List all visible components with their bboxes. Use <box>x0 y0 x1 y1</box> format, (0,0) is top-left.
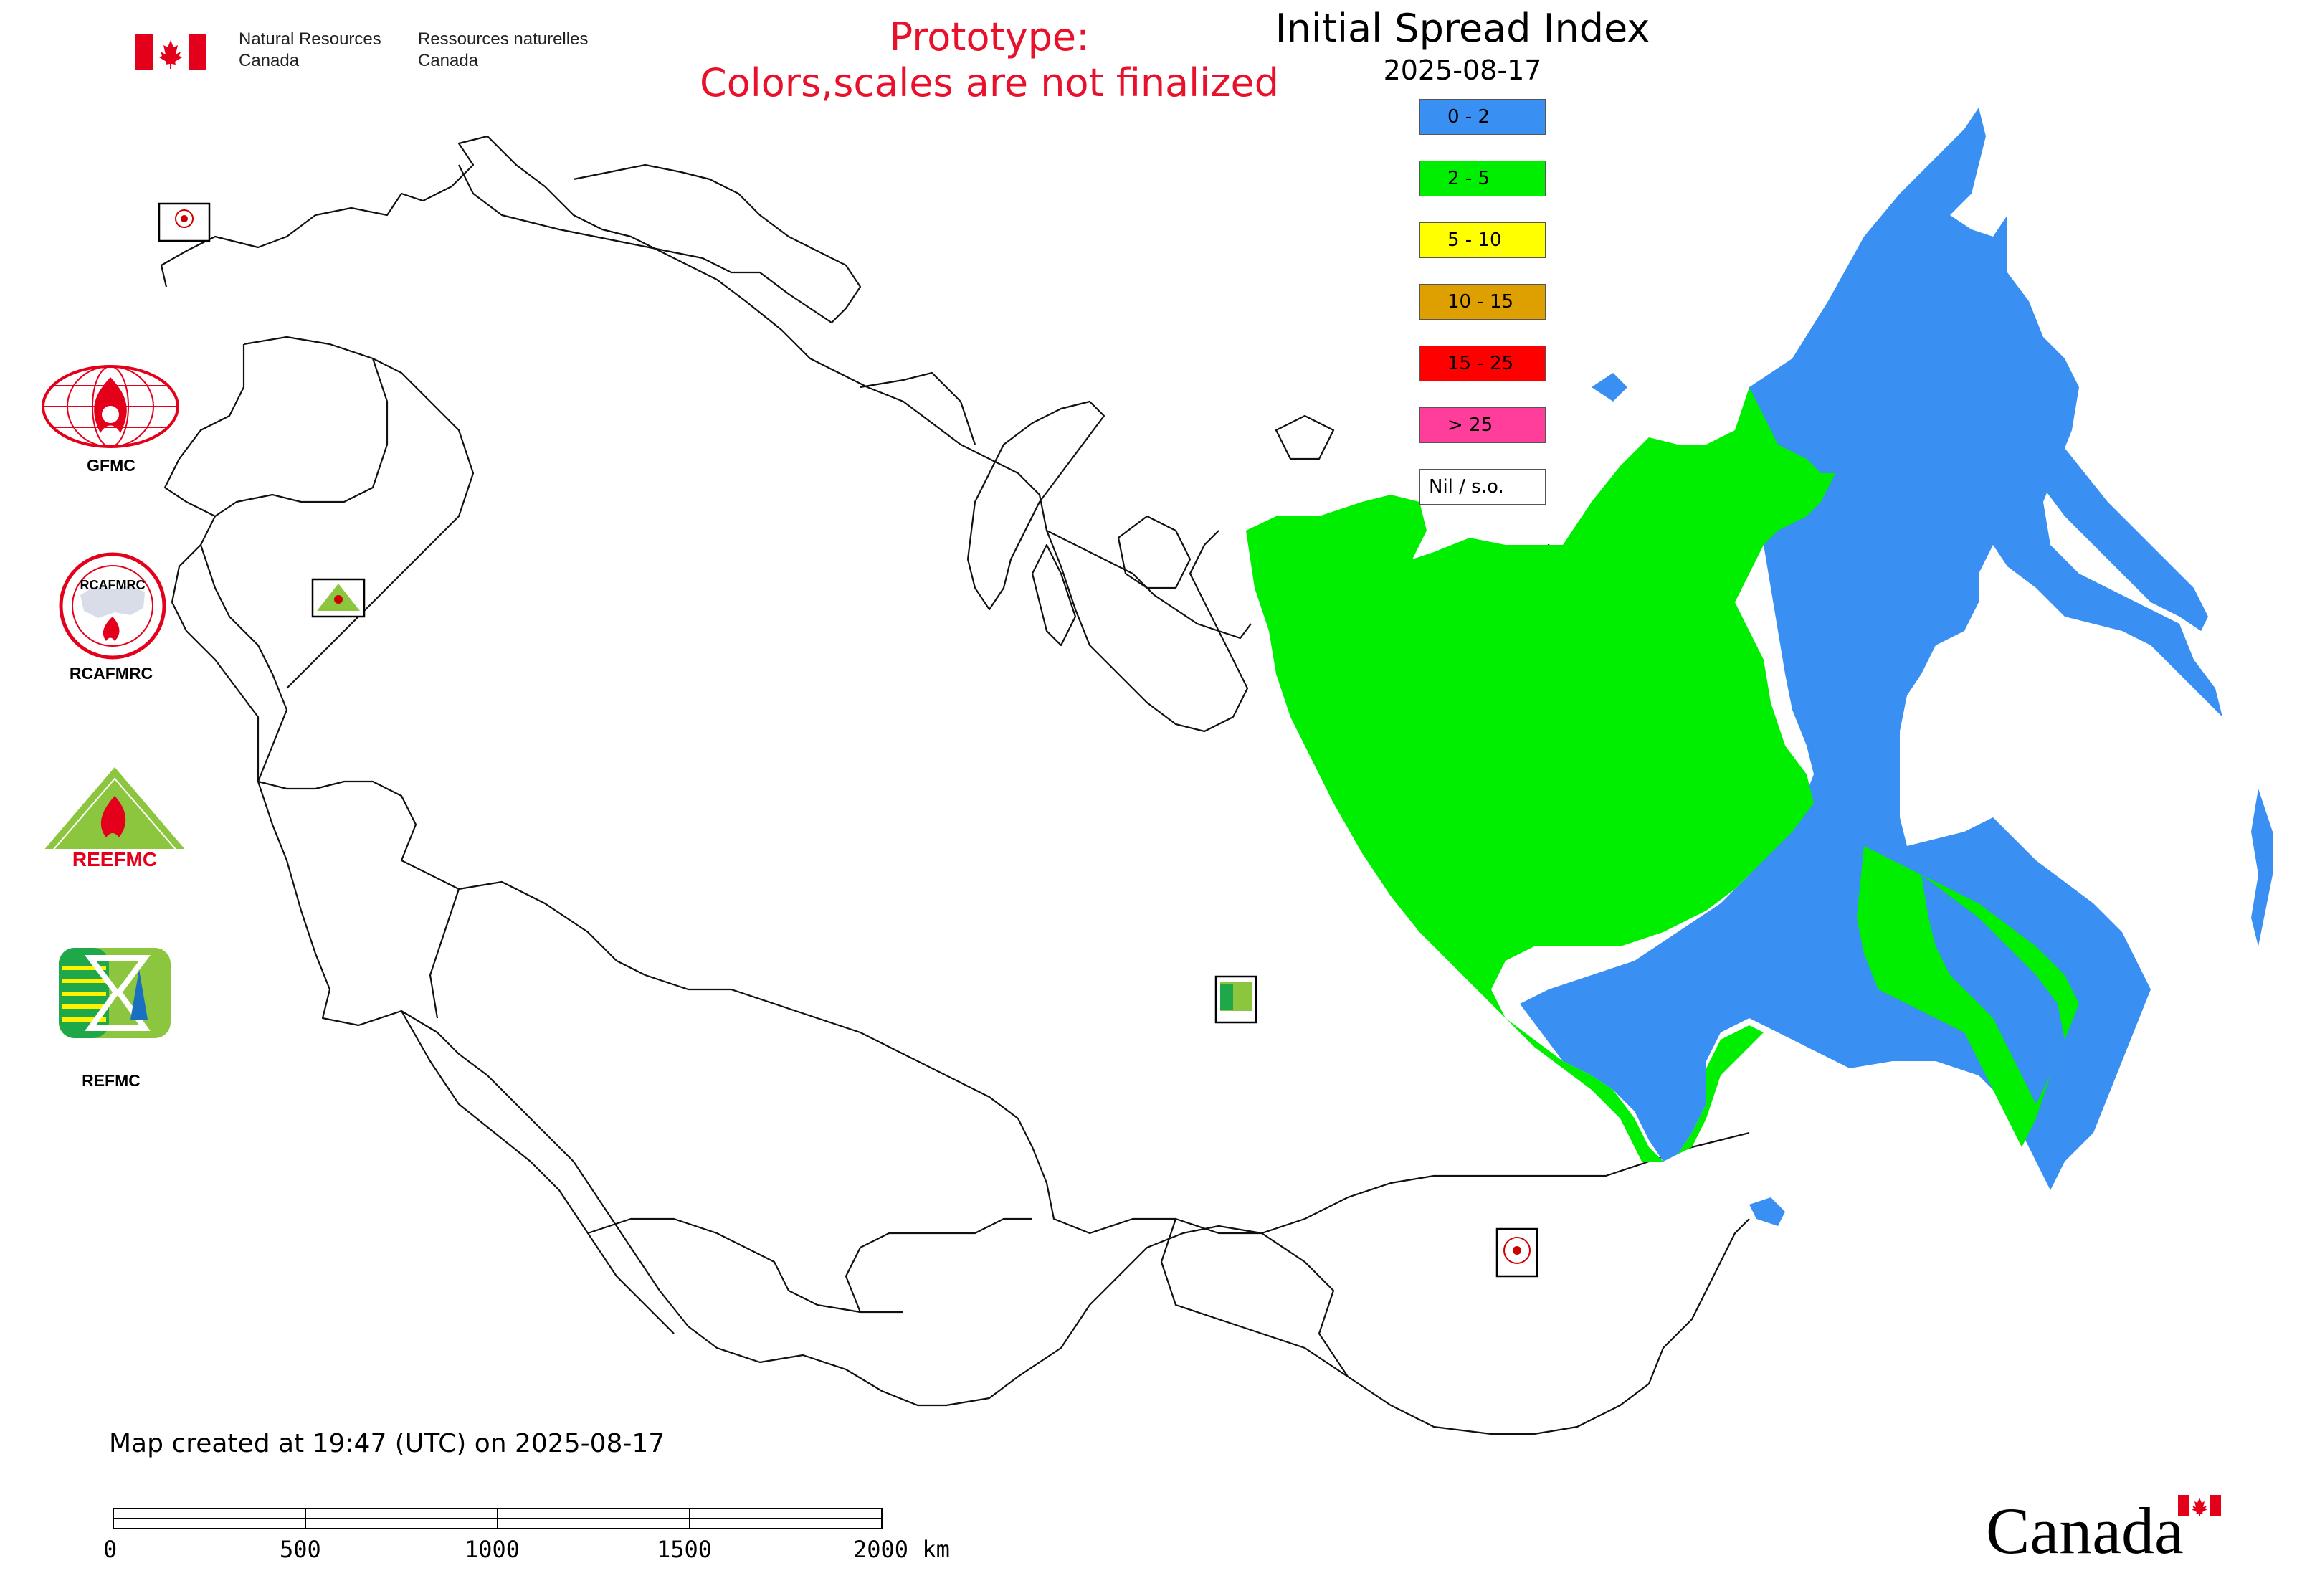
map-marker-refmc <box>1214 975 1257 1024</box>
isi-region-blue-east <box>1921 875 2065 1104</box>
scale-tick-1000: 1000 <box>465 1536 520 1563</box>
island-severnaya <box>1117 515 1192 589</box>
rcafmrc-logo-icon: RCAFMRC <box>59 552 166 660</box>
border-central-asia <box>401 888 1032 1334</box>
scale-tick-2000: 2000 km <box>853 1536 950 1563</box>
border-mongolia <box>1160 1131 1750 1377</box>
isi-region-island-north <box>1592 373 1627 402</box>
border-kazakhstan-north <box>458 880 1176 1235</box>
reefmc-logo-text: REEFMC <box>72 848 157 868</box>
map-marker-rcafmrc <box>1495 1227 1538 1278</box>
map-marker-reefmc <box>311 578 366 618</box>
map-marker-gfmc <box>158 202 211 242</box>
svg-text:RCAFMRC: RCAFMRC <box>80 578 146 592</box>
map-created-timestamp: Map created at 19:47 (UTC) on 2025-08-17 <box>109 1429 665 1458</box>
partner-label-rcafmrc: RCAFMRC <box>69 664 153 683</box>
border-west-internal <box>199 336 475 782</box>
map-date: 2025-08-17 <box>1383 54 1542 86</box>
gfmc-logo-icon <box>42 365 179 448</box>
reefmc-logo-icon: REEFMC <box>37 767 192 868</box>
isi-region-blue <box>1520 108 2222 1190</box>
scale-tick-1500: 1500 <box>657 1536 713 1563</box>
legend-item-nil: Nil / s.o. <box>1419 469 1546 505</box>
map-title: Initial Spread Index <box>1275 6 1650 51</box>
border-caucasus <box>257 780 460 890</box>
island-novaya-zemlya <box>966 400 1105 611</box>
legend-item-10-15: 10 - 15 <box>1419 284 1546 320</box>
isi-region-island-east <box>2251 789 2273 946</box>
prototype-notice: Prototype: Colors,scales are not finaliz… <box>700 14 1279 105</box>
partner-label-gfmc: GFMC <box>87 456 135 475</box>
land-outline-south <box>257 781 1750 1435</box>
org-name-fr: Ressources naturelles Canada <box>418 29 589 70</box>
legend-item-over-25: > 25 <box>1419 407 1546 443</box>
scale-bar: 0 500 1000 1500 2000 km <box>100 1498 982 1570</box>
legend-item-0-2: 0 - 2 <box>1419 99 1546 135</box>
org-name-en: Natural Resources Canada <box>239 29 381 70</box>
isi-region-island-south <box>1749 1197 1785 1226</box>
gc-signature: Natural Resources Canada Ressources natu… <box>135 29 637 79</box>
wordmark-flag-icon <box>2178 1495 2221 1516</box>
scale-tick-0: 0 <box>103 1536 118 1563</box>
coast-arctic-middle <box>860 371 1249 733</box>
canada-wordmark-text: Canada <box>1986 1494 2184 1567</box>
scale-tick-500: 500 <box>280 1536 321 1563</box>
canada-flag-icon <box>135 34 206 70</box>
canada-wordmark: Canada <box>1986 1495 2230 1567</box>
legend-item-15-25: 15 - 25 <box>1419 346 1546 381</box>
legend-item-2-5: 2 - 5 <box>1419 161 1546 196</box>
refmc-logo-icon <box>59 948 171 1038</box>
land-outline-west <box>160 135 1252 640</box>
legend-item-5-10: 5 - 10 <box>1419 222 1546 258</box>
scale-bar-graphic <box>113 1508 883 1529</box>
border-east-europe <box>163 344 260 782</box>
isi-region-kamchatka <box>2007 358 2208 631</box>
partner-label-refmc: REFMC <box>82 1071 141 1090</box>
island-arctic-1 <box>1275 414 1335 460</box>
isi-region-green <box>1246 387 1835 1162</box>
land-outline-scandinavia <box>458 163 862 324</box>
island-sakhalin-west <box>1031 543 1077 647</box>
